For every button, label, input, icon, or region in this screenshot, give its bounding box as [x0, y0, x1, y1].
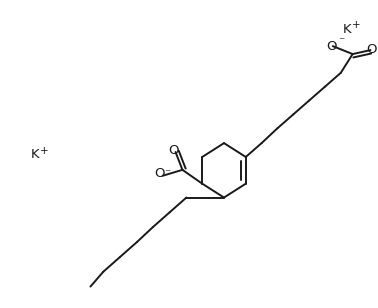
Text: ⁻: ⁻	[338, 36, 344, 49]
Text: +: +	[352, 20, 360, 30]
Text: O: O	[154, 167, 165, 180]
Text: O: O	[168, 144, 179, 156]
Text: O: O	[366, 43, 377, 56]
Text: K: K	[31, 148, 40, 161]
Text: ⁻: ⁻	[165, 167, 171, 180]
Text: K: K	[343, 23, 352, 36]
Text: +: +	[40, 146, 49, 156]
Text: O: O	[327, 40, 337, 53]
